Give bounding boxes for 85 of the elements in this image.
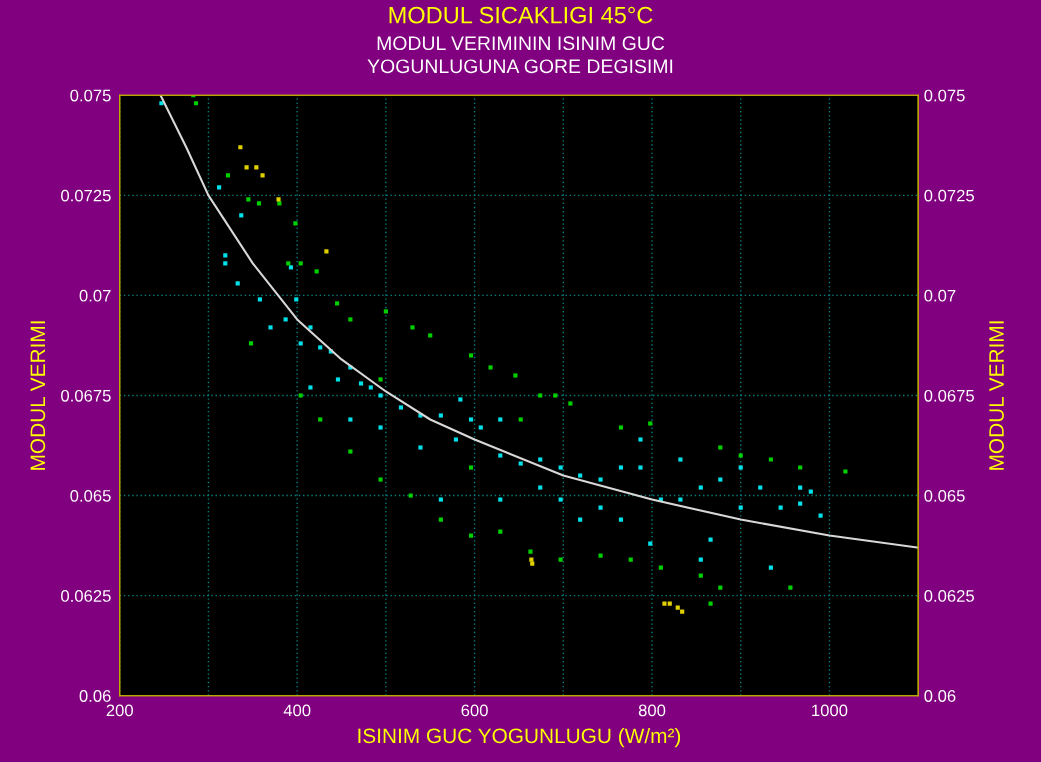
point <box>428 333 433 338</box>
point <box>662 601 667 606</box>
point <box>648 421 653 426</box>
point <box>408 493 413 498</box>
y-tick-label: 0.07 <box>79 289 111 302</box>
point <box>798 465 803 470</box>
point <box>598 553 603 558</box>
y2-tick-label: 0.075 <box>924 89 965 102</box>
point <box>286 261 291 266</box>
point <box>768 457 773 462</box>
point <box>378 377 383 382</box>
point <box>293 221 298 226</box>
point <box>468 353 474 358</box>
point <box>410 325 415 330</box>
point <box>843 469 848 474</box>
point <box>568 401 573 406</box>
y-axis-title: MODUL VERIMI <box>30 321 46 470</box>
point <box>298 261 303 266</box>
point <box>314 269 319 274</box>
point <box>244 165 249 170</box>
y-tick-label: 0.0725 <box>61 189 111 202</box>
x-tick-label: 400 <box>283 704 311 717</box>
y2-axis-title: MODUL VERIMI <box>989 321 1004 470</box>
point <box>438 517 443 522</box>
y2-tick-label: 0.065 <box>924 489 965 502</box>
y2-tick-label: 0.0675 <box>924 389 974 402</box>
point <box>246 197 251 202</box>
point <box>348 317 353 322</box>
point <box>324 249 329 254</box>
chart-subtitle: MODUL VERIMININ ISINIM GUC YOGUNLUGUNA GORE DEGISIMI <box>367 36 673 74</box>
point <box>248 341 254 346</box>
point <box>518 417 523 422</box>
y2-tick-label: 0.06 <box>924 690 956 702</box>
point <box>528 549 533 554</box>
point <box>334 301 340 306</box>
point <box>680 609 685 614</box>
y2-tick-label: 0.07 <box>924 289 956 302</box>
line-series <box>159 95 919 549</box>
point <box>193 101 199 106</box>
point <box>238 145 243 150</box>
point <box>529 557 534 562</box>
point <box>260 173 265 178</box>
y-tick-label: 0.065 <box>70 489 111 502</box>
point <box>378 477 383 482</box>
y-tick-label: 0.06 <box>79 690 111 702</box>
y-tick-label: 0.0625 <box>61 590 111 602</box>
point <box>708 601 713 606</box>
y-tick-label: 0.0675 <box>61 389 111 402</box>
point <box>675 605 680 610</box>
point <box>318 417 323 422</box>
x-tick-label: 800 <box>638 704 666 717</box>
point <box>718 585 723 590</box>
point <box>667 601 672 606</box>
point <box>276 197 281 202</box>
point <box>225 173 231 178</box>
x-tick-label: 1000 <box>812 704 848 717</box>
y2-tick-label: 0.0625 <box>924 590 974 602</box>
point <box>530 561 535 566</box>
point <box>738 453 743 458</box>
point <box>488 365 493 370</box>
x-tick-label: 200 <box>106 704 133 717</box>
point <box>788 585 793 590</box>
y-tick-label: 0.075 <box>70 89 111 102</box>
y2-tick-label: 0.0725 <box>924 189 974 202</box>
point <box>558 557 563 562</box>
point <box>383 309 388 314</box>
point <box>254 165 259 170</box>
point <box>348 449 353 454</box>
point <box>618 425 624 430</box>
point <box>553 393 558 398</box>
point <box>498 529 503 534</box>
point <box>628 557 633 562</box>
point <box>718 445 723 450</box>
x-tick-label: 600 <box>461 704 488 717</box>
point <box>538 393 543 398</box>
point <box>277 201 282 206</box>
point <box>513 373 518 378</box>
x-axis-title: ISINIM GUC YOGUNLUGU (W/m²) <box>358 727 681 748</box>
point <box>468 533 474 538</box>
point <box>658 565 663 570</box>
chart-title: MODUL SICAKLIGI 45°C <box>389 6 653 24</box>
point <box>256 201 262 206</box>
point <box>698 573 703 578</box>
point <box>468 465 474 470</box>
point <box>298 393 303 398</box>
